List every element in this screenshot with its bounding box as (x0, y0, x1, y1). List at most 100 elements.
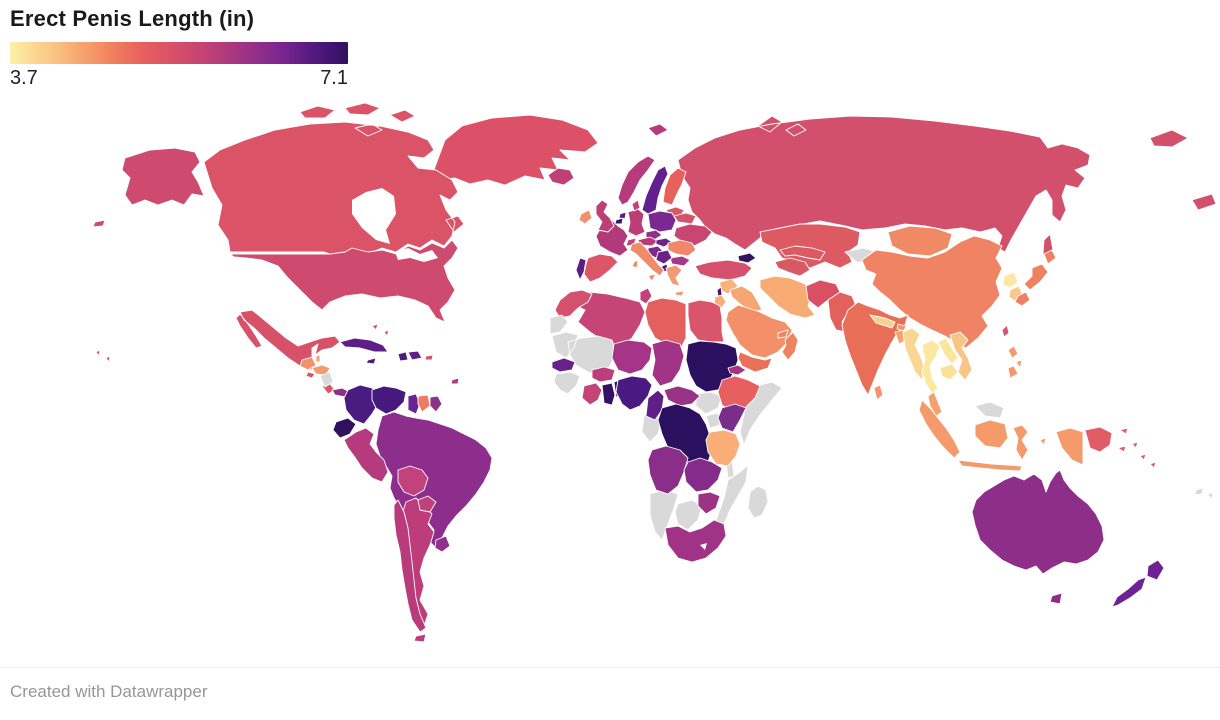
country-turkey[interactable] (694, 259, 753, 281)
country-algeria[interactable] (571, 291, 646, 349)
country-iraq[interactable] (729, 285, 763, 313)
datawrapper-credit-link[interactable]: Created with Datawrapper (10, 682, 208, 701)
country-united-kingdom[interactable] (595, 199, 615, 233)
country-honduras[interactable] (311, 364, 331, 376)
country-belgium[interactable] (614, 217, 624, 225)
country-libya[interactable] (644, 297, 687, 351)
country-turkmenistan[interactable] (774, 257, 811, 277)
country-uruguay[interactable] (434, 535, 451, 553)
country-indonesia[interactable] (918, 399, 1084, 472)
country-sri-lanka[interactable] (873, 384, 884, 401)
country-bahamas[interactable] (371, 323, 390, 337)
country-eritrea[interactable] (727, 364, 747, 376)
country-russia[interactable] (677, 115, 1217, 265)
country-central-african-republic[interactable] (663, 385, 701, 407)
country-south-africa[interactable] (664, 519, 727, 563)
country-denmark[interactable] (631, 199, 641, 212)
country-finland[interactable] (662, 167, 687, 206)
country-chad[interactable] (651, 339, 685, 387)
country-paraguay[interactable] (417, 495, 437, 513)
country-colombia[interactable] (343, 384, 381, 425)
country-belize[interactable] (315, 354, 321, 363)
country-oman[interactable] (781, 331, 799, 361)
country-ethiopia[interactable] (717, 375, 761, 413)
country-italy[interactable] (629, 241, 665, 282)
country-norway[interactable] (617, 123, 669, 206)
country-peru[interactable] (343, 427, 389, 483)
legend-gradient-bar (10, 42, 348, 64)
country-cuba[interactable] (339, 337, 389, 353)
country-sweden[interactable] (641, 165, 669, 215)
country-jamaica[interactable] (365, 357, 377, 365)
country-french-guiana[interactable] (429, 395, 443, 413)
country-canada[interactable] (203, 102, 465, 257)
country-guatemala[interactable] (299, 356, 317, 371)
country-ireland[interactable] (578, 209, 593, 225)
country-iceland[interactable] (547, 167, 575, 186)
country-poland[interactable] (647, 210, 677, 233)
country-senegal[interactable] (551, 357, 576, 373)
country-tanzania[interactable] (705, 429, 741, 467)
country-georgia[interactable] (737, 252, 757, 264)
country-ecuador[interactable] (332, 417, 357, 439)
country-el-salvador[interactable] (305, 371, 316, 379)
country-tunisia[interactable] (639, 287, 653, 305)
country-bhutan[interactable] (896, 323, 907, 332)
country-portugal[interactable] (575, 257, 587, 281)
country-nigeria[interactable] (615, 375, 653, 411)
country-serbia[interactable] (655, 249, 673, 265)
country-suriname[interactable] (417, 394, 431, 413)
country-lebanon[interactable] (716, 286, 723, 297)
country-mexico[interactable] (235, 309, 341, 371)
country-new-zealand[interactable] (1111, 559, 1165, 608)
country-thailand[interactable] (921, 339, 941, 395)
country-australia[interactable] (971, 469, 1105, 605)
country-mongolia[interactable] (887, 225, 953, 257)
country-egypt[interactable] (687, 299, 725, 343)
country-romania[interactable] (667, 239, 697, 257)
country-papua-new-guinea[interactable] (1084, 426, 1139, 453)
country-iran[interactable] (759, 275, 816, 319)
country-uzbekistan[interactable] (779, 245, 826, 261)
country-zimbabwe[interactable] (697, 491, 721, 515)
country-nepal[interactable] (869, 314, 896, 329)
country-kenya[interactable] (717, 403, 747, 433)
country-dominican-republic[interactable] (407, 350, 423, 361)
country-niger[interactable] (611, 339, 653, 375)
country-bolivia[interactable] (397, 465, 429, 497)
country-japan[interactable] (1014, 249, 1057, 307)
country-vietnam[interactable] (949, 331, 973, 381)
country-germany[interactable] (627, 208, 646, 237)
country-morocco[interactable] (554, 289, 593, 319)
country-zambia[interactable] (683, 457, 723, 493)
country-uae[interactable] (777, 329, 789, 339)
country-ghana[interactable] (601, 382, 616, 406)
country-belarus[interactable] (673, 212, 697, 225)
country-usa[interactable] (92, 147, 459, 363)
country-burkina-faso[interactable] (591, 366, 616, 383)
country-cambodia[interactable] (939, 363, 959, 381)
country-venezuela[interactable] (371, 385, 407, 415)
country-puerto-rico[interactable] (424, 354, 434, 361)
country-solomon-islands[interactable] (1139, 453, 1157, 469)
country-angola[interactable] (647, 445, 689, 495)
country-greece[interactable] (665, 264, 685, 297)
country-bulgaria[interactable] (669, 255, 691, 267)
country-yemen[interactable] (737, 351, 773, 373)
country-haiti[interactable] (397, 351, 409, 362)
country-taiwan[interactable] (1001, 324, 1010, 338)
country-cote-divoire[interactable] (581, 382, 603, 406)
country-greenland[interactable] (431, 114, 599, 186)
caspian-sea (755, 245, 769, 271)
country-brazil[interactable] (375, 411, 493, 549)
country-netherlands[interactable] (618, 211, 627, 220)
country-trinidad-and-tobago[interactable] (450, 377, 460, 385)
country-kazakhstan[interactable] (759, 223, 861, 269)
country-guyana[interactable] (407, 393, 421, 415)
country-north-korea[interactable] (1002, 271, 1019, 289)
country-spain[interactable] (583, 253, 619, 283)
country-philippines[interactable] (1007, 345, 1023, 379)
country-laos[interactable] (937, 337, 959, 365)
country-malaysia[interactable] (927, 391, 943, 417)
country-chile[interactable] (393, 499, 427, 633)
